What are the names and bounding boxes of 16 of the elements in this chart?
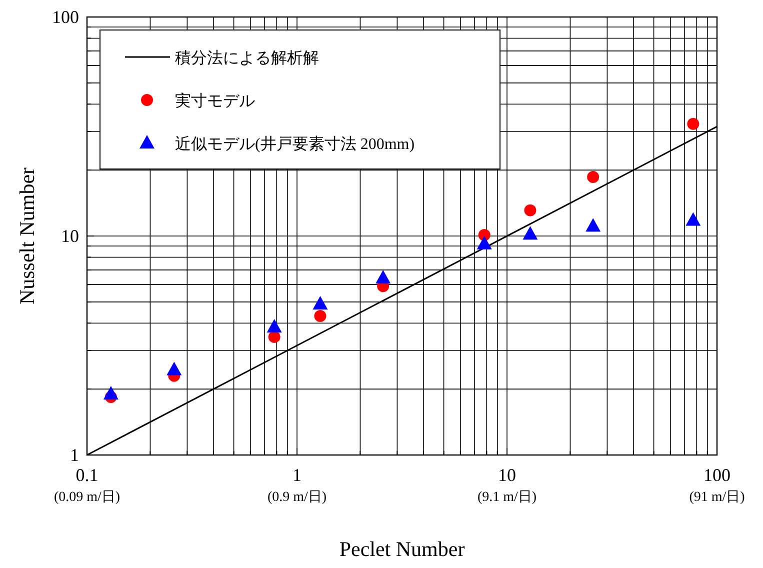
text: (0.09 m/日) [54, 490, 120, 505]
x-tick-label: 0.1 [76, 465, 98, 485]
y-axis-title: Nusselt Number [15, 167, 39, 305]
y-tick-label: 100 [52, 7, 79, 27]
y-tick-label: 10 [61, 226, 79, 246]
text: (0.9 m/日) [267, 490, 327, 505]
text: (9.1 m/日) [477, 490, 537, 505]
legend-label: 積分法による解析解 [175, 49, 319, 67]
y-tick-label: 1 [70, 445, 79, 465]
x-tick-label: 10 [498, 465, 516, 485]
x-tick-label: 100 [704, 465, 730, 485]
x-tick-label: 1 [292, 465, 302, 485]
legend-label: 近似モデル(井戸要素寸法 200mm) [175, 135, 415, 153]
text: (91 m/日) [689, 490, 746, 505]
legend-label: 実寸モデル [175, 92, 255, 110]
x-axis-title: Peclet Number [339, 537, 465, 561]
